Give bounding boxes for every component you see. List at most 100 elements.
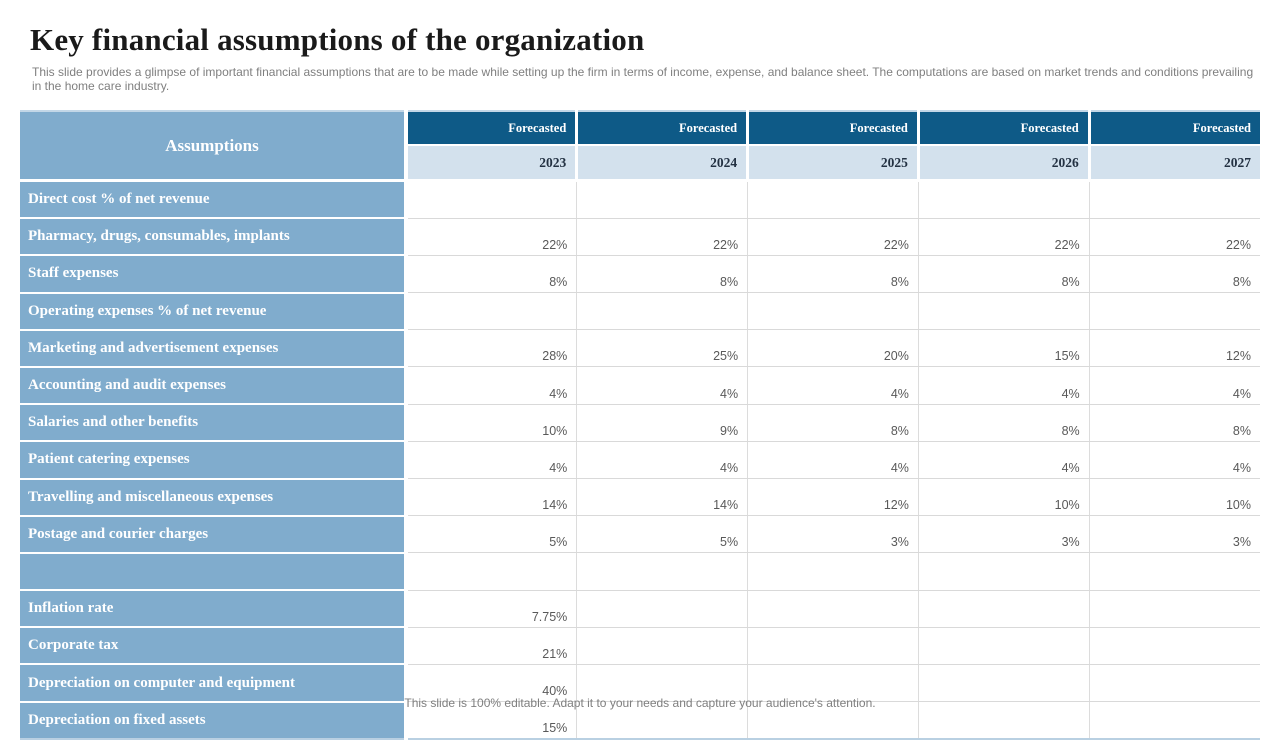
value-cell: 10% xyxy=(405,404,577,442)
table-row: Accounting and audit expenses 4% 4% 4% 4… xyxy=(20,366,1260,406)
value-cell xyxy=(747,664,919,703)
value-cell: 4% xyxy=(1088,441,1260,480)
assumptions-header-cell: Assumptions xyxy=(20,111,408,182)
value-cell xyxy=(405,552,577,591)
year-header-cell: 2024 xyxy=(575,145,748,182)
value-cell xyxy=(405,180,577,219)
row-label-cell: Corporate tax xyxy=(20,627,408,666)
value-cell xyxy=(917,180,1090,219)
value-cell: 8% xyxy=(405,255,577,294)
value-cell xyxy=(576,552,748,591)
header-row-years: 2023 2024 2025 2026 2027 xyxy=(20,145,1260,182)
table-row: Pharmacy, drugs, consumables, implants 2… xyxy=(20,218,1260,257)
table-row: Corporate tax 21% xyxy=(20,627,1260,666)
value-cell: 4% xyxy=(576,441,748,480)
slide: Key financial assumptions of the organiz… xyxy=(20,22,1260,740)
value-cell: 4% xyxy=(747,441,919,480)
value-cell: 40% xyxy=(405,664,577,703)
value-cell: 21% xyxy=(405,627,577,665)
value-cell: 22% xyxy=(405,218,577,256)
year-header-cell: 2023 xyxy=(404,145,577,182)
value-cell: 22% xyxy=(917,218,1090,256)
table-body: Direct cost % of net revenue Pharmacy, d… xyxy=(20,180,1260,739)
value-cell xyxy=(747,292,919,331)
assumptions-table-container: Assumptions Forecasted Forecasted Foreca… xyxy=(20,110,1260,740)
value-cell xyxy=(576,180,748,219)
page-title: Key financial assumptions of the organiz… xyxy=(30,22,645,57)
table-row: Travelling and miscellaneous expenses 14… xyxy=(20,478,1260,517)
value-cell: 22% xyxy=(747,218,919,256)
value-cell: 4% xyxy=(576,366,748,405)
table-row: Salaries and other benefits 10% 9% 8% 8%… xyxy=(20,404,1260,443)
value-cell: 4% xyxy=(917,366,1090,405)
forecasted-header-cell: Forecasted xyxy=(916,111,1090,146)
value-cell xyxy=(917,590,1090,628)
value-cell xyxy=(1088,292,1260,331)
value-cell xyxy=(1088,552,1260,591)
row-label-cell: Inflation rate xyxy=(20,590,408,629)
row-label-cell: Marketing and advertisement expenses xyxy=(20,329,408,368)
value-cell: 8% xyxy=(1088,404,1260,442)
value-cell: 3% xyxy=(747,515,919,554)
year-header-cell: 2025 xyxy=(746,145,919,182)
value-cell xyxy=(576,627,748,665)
value-cell xyxy=(1088,590,1260,628)
value-cell xyxy=(1088,664,1260,703)
value-cell xyxy=(747,180,919,219)
footer-note: This slide is 100% editable. Adapt it to… xyxy=(404,696,876,710)
row-label-cell: Patient catering expenses xyxy=(20,441,408,480)
table-row: Inflation rate 7.75% xyxy=(20,590,1260,629)
value-cell: 12% xyxy=(1088,329,1260,368)
value-cell xyxy=(747,552,919,591)
year-header-cell: 2027 xyxy=(1087,145,1260,182)
value-cell: 5% xyxy=(405,515,577,554)
value-cell: 25% xyxy=(576,329,748,368)
value-cell: 20% xyxy=(747,329,919,368)
value-cell: 8% xyxy=(917,404,1090,442)
forecasted-header-cell: Forecasted xyxy=(746,111,919,146)
value-cell xyxy=(576,664,748,703)
value-cell: 22% xyxy=(1088,218,1260,256)
value-cell xyxy=(917,664,1090,703)
value-cell: 4% xyxy=(405,441,577,480)
value-cell: 4% xyxy=(747,366,919,405)
value-cell: 28% xyxy=(405,329,577,368)
value-cell: 10% xyxy=(1088,478,1260,517)
value-cell: 4% xyxy=(1088,366,1260,405)
row-label-cell: Salaries and other benefits xyxy=(20,404,408,443)
value-cell xyxy=(917,292,1090,331)
value-cell: 8% xyxy=(747,255,919,294)
value-cell: 22% xyxy=(576,218,748,256)
forecasted-header-cell: Forecasted xyxy=(1087,111,1260,146)
value-cell: 3% xyxy=(917,515,1090,554)
year-header-cell: 2026 xyxy=(916,145,1090,182)
table-row: Operating expenses % of net revenue xyxy=(20,292,1260,331)
table-row: Depreciation on computer and equipment 4… xyxy=(20,664,1260,703)
table-row xyxy=(20,552,1260,592)
row-label-cell: Travelling and miscellaneous expenses xyxy=(20,478,408,517)
row-label-cell: Pharmacy, drugs, consumables, implants xyxy=(20,218,408,257)
value-cell xyxy=(917,627,1090,665)
forecasted-header-cell: Forecasted xyxy=(575,111,748,146)
value-cell: 8% xyxy=(917,255,1090,294)
value-cell: 4% xyxy=(917,441,1090,480)
value-cell xyxy=(1088,627,1260,665)
value-cell: 9% xyxy=(576,404,748,442)
value-cell xyxy=(405,292,577,331)
value-cell: 14% xyxy=(405,478,577,517)
header-row-forecasted: Assumptions Forecasted Forecasted Foreca… xyxy=(20,111,1260,182)
row-label-cell: Staff expenses xyxy=(20,255,408,294)
table-row: Staff expenses 8% 8% 8% 8% 8% xyxy=(20,255,1260,294)
row-label-cell: Postage and courier charges xyxy=(20,515,408,554)
value-cell xyxy=(917,552,1090,591)
value-cell xyxy=(576,590,748,628)
slide-description: This slide provides a glimpse of importa… xyxy=(32,65,1254,93)
value-cell: 3% xyxy=(1088,515,1260,554)
table-row: Postage and courier charges 5% 5% 3% 3% … xyxy=(20,515,1260,554)
forecasted-header-cell: Forecasted xyxy=(404,111,577,146)
table-row: Direct cost % of net revenue xyxy=(20,180,1260,220)
row-label-cell: Accounting and audit expenses xyxy=(20,366,408,406)
value-cell xyxy=(1088,180,1260,219)
value-cell: 8% xyxy=(747,404,919,442)
value-cell: 12% xyxy=(747,478,919,517)
